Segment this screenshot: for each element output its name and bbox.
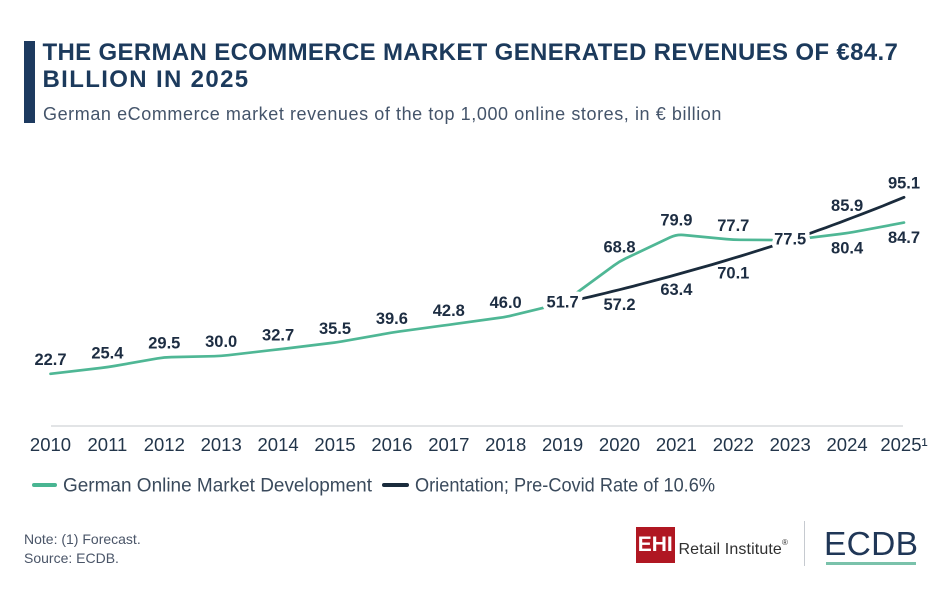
svg-text:57.2: 57.2	[603, 296, 635, 314]
svg-text:70.1: 70.1	[717, 264, 749, 282]
svg-text:2022: 2022	[713, 434, 754, 455]
svg-text:2021: 2021	[656, 434, 697, 455]
svg-text:29.5: 29.5	[148, 334, 180, 352]
svg-text:Orientation; Pre-Covid Rate of: Orientation; Pre-Covid Rate of 10.6%	[415, 476, 715, 497]
svg-text:2019: 2019	[542, 434, 583, 455]
svg-text:77.5: 77.5	[774, 231, 806, 249]
svg-text:39.6: 39.6	[376, 310, 408, 328]
svg-text:80.4: 80.4	[831, 239, 864, 257]
svg-text:35.5: 35.5	[319, 320, 351, 338]
svg-text:68.8: 68.8	[603, 239, 635, 257]
svg-text:2020: 2020	[599, 434, 640, 455]
svg-text:77.7: 77.7	[717, 217, 749, 235]
svg-text:2017: 2017	[428, 434, 469, 455]
svg-text:2014: 2014	[258, 434, 299, 455]
svg-text:2018: 2018	[485, 434, 526, 455]
svg-text:22.7: 22.7	[34, 351, 66, 369]
svg-text:2013: 2013	[201, 434, 242, 455]
svg-text:30.0: 30.0	[205, 333, 237, 351]
svg-text:25.4: 25.4	[91, 344, 124, 362]
svg-text:85.9: 85.9	[831, 197, 863, 215]
svg-text:42.8: 42.8	[433, 302, 465, 320]
svg-text:2012: 2012	[144, 434, 185, 455]
svg-text:63.4: 63.4	[660, 281, 693, 299]
svg-text:2025¹: 2025¹	[880, 434, 927, 455]
svg-text:84.7: 84.7	[888, 229, 920, 247]
svg-text:2024: 2024	[827, 434, 868, 455]
svg-text:2015: 2015	[314, 434, 355, 455]
svg-text:79.9: 79.9	[660, 212, 692, 230]
svg-text:95.1: 95.1	[888, 175, 920, 193]
svg-text:German Online Market Developme: German Online Market Development	[63, 476, 373, 497]
svg-text:2010: 2010	[30, 434, 71, 455]
svg-text:51.7: 51.7	[547, 294, 579, 312]
svg-text:2011: 2011	[88, 434, 128, 455]
svg-text:2016: 2016	[371, 434, 412, 455]
svg-text:2023: 2023	[770, 434, 811, 455]
svg-text:46.0: 46.0	[490, 294, 522, 312]
svg-text:32.7: 32.7	[262, 327, 294, 345]
